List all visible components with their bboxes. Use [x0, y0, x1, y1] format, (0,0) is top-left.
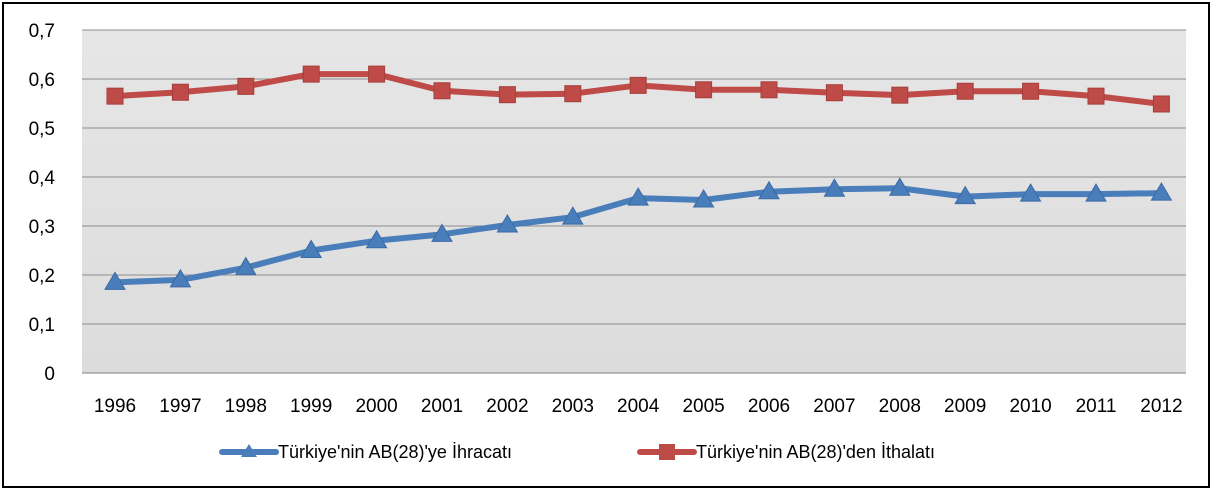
data-point-marker — [758, 180, 780, 200]
x-tick-label: 2000 — [355, 396, 397, 417]
data-point-marker — [695, 81, 713, 99]
legend-swatch-export-marker — [241, 444, 257, 457]
data-point-marker — [169, 268, 192, 288]
y-tick-label: 0,7 — [29, 21, 55, 42]
data-point-marker — [1087, 87, 1105, 105]
series-import — [106, 65, 1170, 113]
x-tick-label: 1996 — [94, 396, 136, 417]
data-point-marker — [496, 214, 519, 233]
data-point-marker — [365, 229, 388, 249]
y-tick-label: 0,5 — [29, 119, 55, 140]
data-point-marker — [1085, 183, 1107, 202]
legend-label-import: Türkiye'nin AB(28)'den İthalatı — [696, 442, 935, 462]
x-tick-label: 2008 — [879, 396, 921, 417]
x-tick-label: 2002 — [486, 396, 528, 417]
data-point-marker — [956, 82, 974, 100]
data-point-marker — [823, 178, 846, 197]
data-point-marker — [954, 185, 977, 205]
x-tick-label: 2011 — [1076, 396, 1117, 417]
y-tick-label: 0 — [44, 364, 55, 385]
legend-swatch-import-marker — [659, 444, 675, 460]
data-point-marker — [106, 87, 124, 105]
data-point-marker — [498, 86, 516, 104]
data-point-marker — [171, 83, 189, 101]
x-tick-label: 2012 — [1140, 396, 1182, 417]
x-tick-label: 1999 — [290, 396, 332, 417]
legend-label-export: Türkiye'nin AB(28)'ye İhracatı — [278, 442, 512, 462]
x-tick-label: 2010 — [1009, 396, 1051, 417]
x-tick-label: 2006 — [748, 396, 790, 417]
data-point-marker — [561, 206, 584, 225]
y-axis-tick-labels: 0 0,1 0,2 0,3 0,4 0,5 0,6 0,7 — [29, 21, 56, 385]
data-point-marker — [1022, 82, 1040, 100]
data-point-marker — [692, 189, 715, 208]
y-tick-label: 0,6 — [29, 70, 55, 91]
x-tick-label: 2009 — [944, 396, 986, 417]
data-point-marker — [1150, 182, 1173, 201]
x-axis-tick-labels: 1996 1997 1998 1999 2000 2001 2002 2003 2004 2005… — [94, 396, 1183, 417]
data-point-marker — [627, 187, 650, 206]
legend-entry-export: Türkiye'nin AB(28)'ye İhracatı — [219, 442, 512, 462]
x-tick-label: 2005 — [682, 396, 724, 417]
data-point-marker — [564, 85, 582, 103]
data-point-marker — [368, 65, 386, 83]
x-tick-label: 2001 — [421, 396, 463, 417]
y-tick-label: 0,4 — [29, 168, 56, 189]
data-point-marker — [237, 77, 255, 95]
data-point-marker — [1019, 183, 1042, 202]
y-tick-label: 0,3 — [29, 217, 55, 238]
x-tick-label: 1997 — [159, 396, 201, 417]
y-tick-label: 0,2 — [29, 266, 55, 287]
x-tick-label: 2004 — [617, 396, 660, 417]
data-point-marker — [891, 86, 909, 104]
x-tick-label: 1998 — [225, 396, 267, 417]
data-point-marker — [234, 256, 257, 276]
data-point-marker — [104, 271, 126, 290]
data-point-marker — [1152, 95, 1170, 113]
data-point-marker — [888, 177, 911, 196]
data-point-marker — [629, 76, 647, 94]
x-tick-label: 2007 — [813, 396, 855, 417]
legend-entry-import: Türkiye'nin AB(28)'den İthalatı — [637, 442, 935, 462]
data-point-marker — [302, 65, 320, 83]
data-point-marker — [431, 223, 453, 242]
series-lines — [104, 65, 1173, 290]
x-tick-label: 2003 — [552, 396, 594, 417]
data-point-marker — [760, 81, 778, 99]
legend: Türkiye'nin AB(28)'ye İhracatı Türkiye'n… — [219, 442, 935, 462]
data-point-marker — [300, 239, 323, 258]
series-export — [104, 177, 1173, 290]
y-tick-label: 0,1 — [29, 315, 55, 336]
data-point-marker — [825, 84, 843, 102]
data-point-marker — [433, 82, 451, 100]
